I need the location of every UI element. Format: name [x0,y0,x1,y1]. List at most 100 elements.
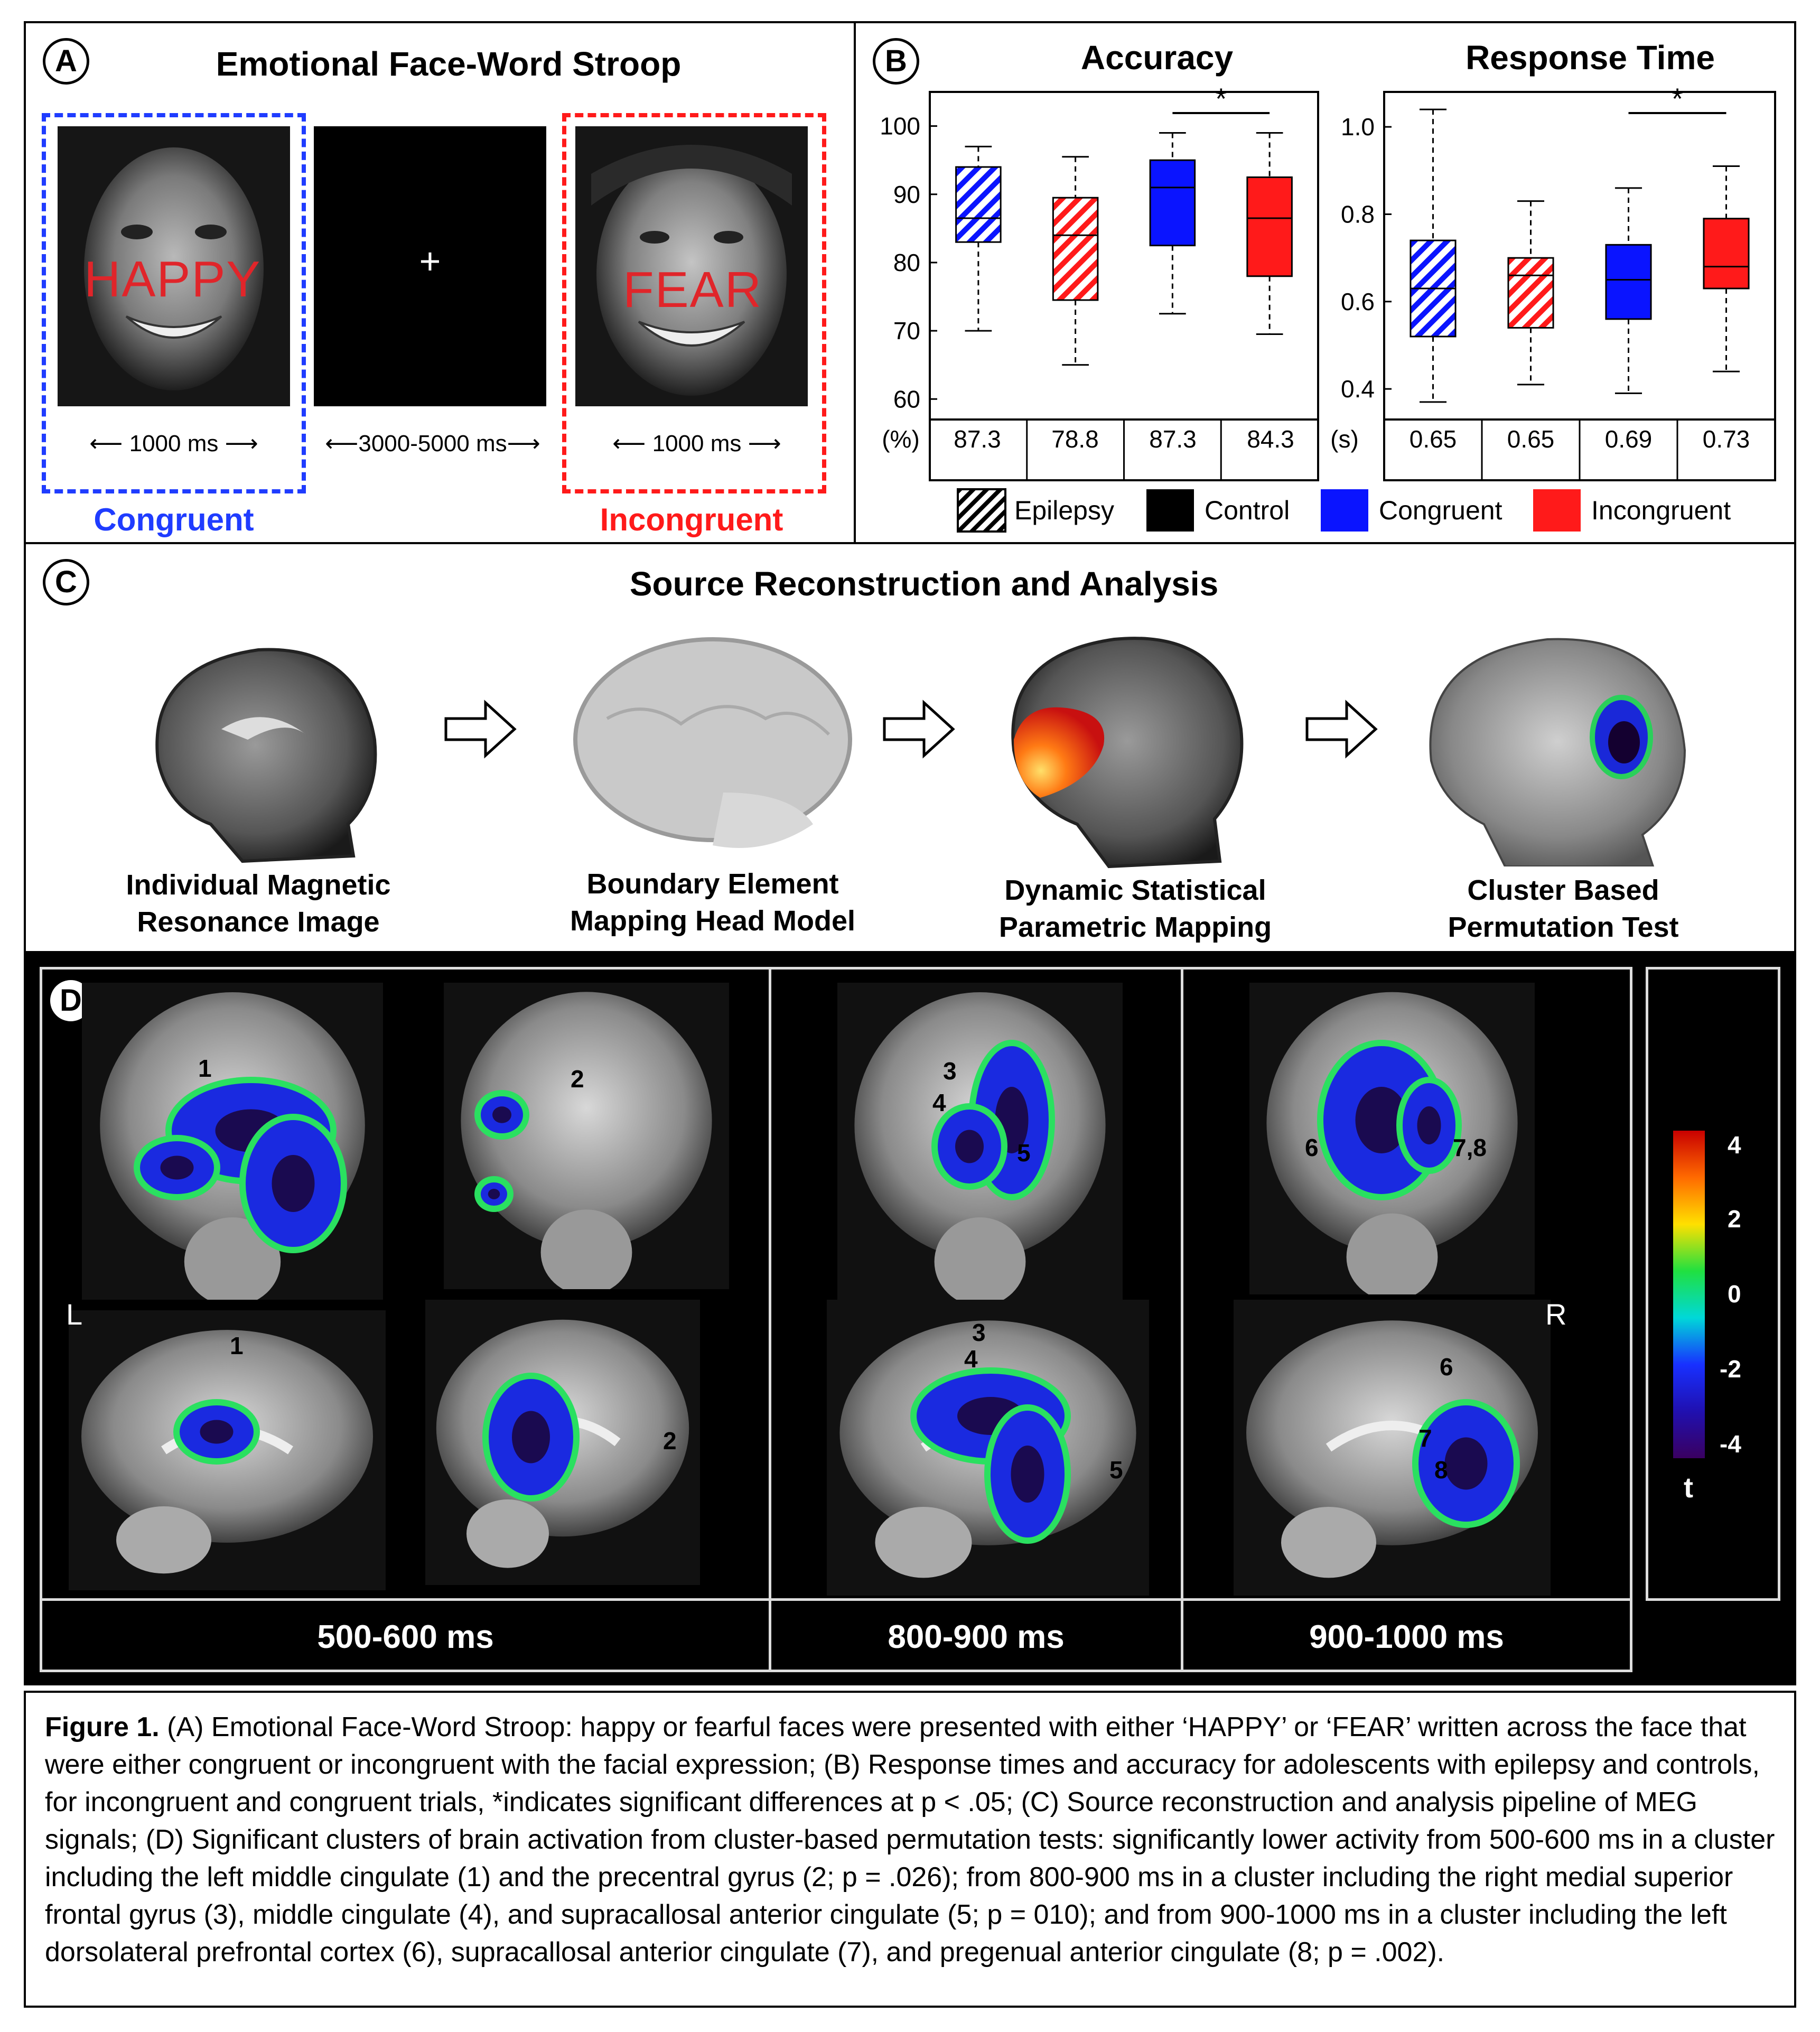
timing-left-text: 1000 ms [129,431,219,456]
fixation-cross: + [419,240,441,282]
cluster-label-2: 2 [571,1065,584,1093]
colorbar-tick-neg2: -2 [1720,1355,1741,1383]
legend-control-swatch [1146,489,1194,532]
panel-c-letter: C [43,559,89,605]
fixation-screen: + [314,126,546,406]
step-3-label: Dynamic Statistical Parametric Mapping [966,872,1304,946]
fear-face-image [575,126,808,406]
legend-incongruent: Incongruent [1591,496,1731,525]
bem-head-model-image [573,637,852,848]
panel-b-letter: B [873,38,919,85]
timing-middle: ⟵3000-5000 ms⟶ [325,431,540,456]
arrow-3-icon [1305,700,1378,759]
figure-caption: Figure 1. (A) Emotional Face-Word Stroop… [24,1691,1796,2008]
colorbar-label: t [1684,1472,1693,1504]
y-tick-label: 70 [893,317,920,344]
cluster-label-5: 5 [1017,1139,1031,1167]
step-2-label: Boundary Element Mapping Head Model [533,865,892,939]
rt-title: Response Time [1466,39,1715,77]
cluster-label-12: 5 [1109,1456,1123,1484]
d-colorbar-box [1646,967,1780,1601]
step-1-line-1: Individual Magnetic [126,869,391,901]
cluster-label-6: 6 [1305,1134,1319,1161]
cluster-label-4: 4 [932,1089,946,1116]
timing-left: ⟵ 1000 ms ⟶ [89,431,258,456]
acc-unit: (%) [882,425,920,453]
acc-mean-3: 87.3 [1149,425,1197,453]
panel-a: A Emotional Face-Word Stroop HAPPY + FEA… [24,21,856,544]
slice-8-sagittal [1234,1300,1551,1596]
word-happy: HAPPY [84,251,262,307]
box-2 [1052,197,1099,301]
cluster-label-1: 1 [198,1055,212,1082]
panel-d: D L R 4 2 0 -2 -4 t 500-600 ms 800-900 m… [24,951,1796,1685]
dspm-head-image [1011,637,1244,869]
colorbar-tick-2: 2 [1728,1205,1741,1233]
step-4-line-2: Permutation Test [1448,911,1679,943]
time-label-1: 500-600 ms [317,1619,494,1655]
box-4 [1703,218,1750,290]
cluster-label-7: 7,8 [1453,1134,1487,1161]
congruent-label: Congruent [94,502,254,537]
mri-head-image [155,648,377,863]
y-tick-label: 80 [893,249,920,276]
accuracy-title: Accuracy [1080,39,1234,77]
y-tick-label: 1.0 [1341,113,1375,141]
colorbar [1673,1131,1705,1458]
time-label-3: 900-1000 ms [1309,1619,1504,1655]
step-3-line-2: Parametric Mapping [998,911,1272,943]
panel-a-letter: A [43,38,89,85]
happy-face-image [58,126,290,406]
step-4-label: Cluster Based Permutation Test [1394,872,1732,946]
rt-mean-4: 0.73 [1702,425,1750,453]
slice-6-sagittal [425,1300,700,1585]
panel-c: C Source Reconstruction and Analysis Ind… [24,542,1796,954]
timing-middle-text: 3000-5000 ms [358,431,507,456]
box-2 [1507,257,1554,329]
cluster-label-3: 3 [943,1057,957,1085]
cluster-label-8: 1 [230,1332,244,1359]
incongruent-frame [562,113,826,493]
sig-star: * [1215,82,1227,115]
acc-mean-1: 87.3 [954,425,1001,453]
y-tick-label: 0.8 [1341,200,1375,228]
y-tick-label: 0.4 [1341,375,1375,403]
rt-unit: (s) [1330,425,1359,453]
cluster-label-9: 2 [663,1427,677,1455]
slice-3-coronal [837,983,1123,1300]
legend-swatches [957,488,1581,533]
rt-mean-3: 0.69 [1604,425,1653,453]
box-3 [1149,159,1196,247]
slice-7-sagittal [827,1300,1149,1596]
congruent-frame [42,113,306,493]
timing-right-text: 1000 ms [652,431,742,456]
cluster-label-14: 7 [1418,1424,1432,1452]
step-4-line-1: Cluster Based [1467,874,1659,906]
acc-mean-4: 84.3 [1247,425,1294,453]
y-tick-label: 0.6 [1341,288,1375,315]
step-2-line-2: Mapping Head Model [570,905,855,937]
colorbar-tick-4: 4 [1728,1131,1741,1159]
box-3 [1605,244,1652,320]
panel-c-title: Source Reconstruction and Analysis [629,565,1219,603]
y-tick-label: 90 [893,181,920,208]
caption-label: Figure 1. [45,1712,160,1742]
rt-mean-2: 0.65 [1507,425,1555,453]
cluster-brain-image [1410,623,1695,866]
slice-2-coronal [444,983,729,1289]
word-fear: FEAR [623,262,763,318]
caption-text: (A) Emotional Face-Word Stroop: happy or… [45,1712,1775,1968]
colorbar-tick-neg4: -4 [1720,1430,1741,1458]
rt-mean-1: 0.65 [1409,425,1457,453]
panel-b: B Accuracy Response Time 60 70 80 90 100 * 0.… [854,21,1796,544]
box-1 [955,166,1002,243]
step-2-line-1: Boundary Element [586,868,839,900]
acc-mean-2: 78.8 [1051,425,1099,453]
legend-incongruent-swatch [1533,489,1581,532]
slice-5-sagittal [69,1310,386,1590]
legend-congruent: Congruent [1379,496,1502,525]
cluster-label-13: 6 [1440,1353,1453,1381]
step-1-label: Individual Magnetic Resonance Image [95,866,422,940]
legend-epilepsy-swatch [957,488,1006,533]
step-1-line-2: Resonance Image [137,906,380,938]
